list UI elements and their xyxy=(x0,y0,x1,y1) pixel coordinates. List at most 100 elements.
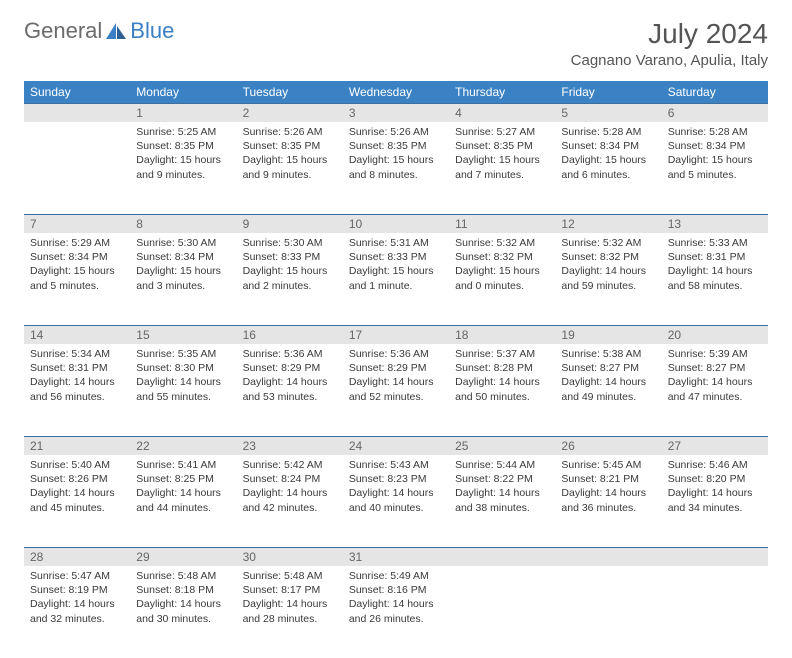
sunset-text: Sunset: 8:32 PM xyxy=(561,250,655,264)
sunset-text: Sunset: 8:18 PM xyxy=(136,583,230,597)
sunset-text: Sunset: 8:31 PM xyxy=(668,250,762,264)
day-number: 9 xyxy=(237,214,343,233)
daylight-text: Daylight: 15 hours and 5 minutes. xyxy=(30,264,124,292)
day-number: 22 xyxy=(130,436,236,455)
day-cell: Sunrise: 5:37 AMSunset: 8:28 PMDaylight:… xyxy=(449,344,555,410)
sunset-text: Sunset: 8:28 PM xyxy=(455,361,549,375)
sunset-text: Sunset: 8:34 PM xyxy=(668,139,762,153)
sunset-text: Sunset: 8:25 PM xyxy=(136,472,230,486)
daylight-text: Daylight: 14 hours and 38 minutes. xyxy=(455,486,549,514)
day-cell: Sunrise: 5:38 AMSunset: 8:27 PMDaylight:… xyxy=(555,344,661,410)
sunrise-text: Sunrise: 5:36 AM xyxy=(243,347,337,361)
day-number xyxy=(555,547,661,566)
day-number: 3 xyxy=(343,103,449,122)
sunrise-text: Sunrise: 5:36 AM xyxy=(349,347,443,361)
day-number: 25 xyxy=(449,436,555,455)
day-number: 6 xyxy=(662,103,768,122)
day-number: 21 xyxy=(24,436,130,455)
day-cell: Sunrise: 5:48 AMSunset: 8:17 PMDaylight:… xyxy=(237,566,343,632)
day-cell: Sunrise: 5:36 AMSunset: 8:29 PMDaylight:… xyxy=(343,344,449,410)
weekday-header: Thursday xyxy=(449,81,555,103)
day-cell: Sunrise: 5:33 AMSunset: 8:31 PMDaylight:… xyxy=(662,233,768,299)
day-number: 10 xyxy=(343,214,449,233)
weekday-header-row: Sunday Monday Tuesday Wednesday Thursday… xyxy=(24,81,768,103)
day-cell: Sunrise: 5:40 AMSunset: 8:26 PMDaylight:… xyxy=(24,455,130,521)
daylight-text: Daylight: 14 hours and 36 minutes. xyxy=(561,486,655,514)
day-cell: Sunrise: 5:26 AMSunset: 8:35 PMDaylight:… xyxy=(237,122,343,188)
day-number xyxy=(24,103,130,122)
day-number: 4 xyxy=(449,103,555,122)
sunrise-text: Sunrise: 5:28 AM xyxy=(561,125,655,139)
daylight-text: Daylight: 14 hours and 42 minutes. xyxy=(243,486,337,514)
sunset-text: Sunset: 8:22 PM xyxy=(455,472,549,486)
day-cell: Sunrise: 5:49 AMSunset: 8:16 PMDaylight:… xyxy=(343,566,449,632)
weekday-header: Wednesday xyxy=(343,81,449,103)
calendar-table: Sunday Monday Tuesday Wednesday Thursday… xyxy=(24,81,768,658)
daylight-text: Daylight: 14 hours and 56 minutes. xyxy=(30,375,124,403)
sunset-text: Sunset: 8:33 PM xyxy=(243,250,337,264)
day-number: 1 xyxy=(130,103,236,122)
logo-sail-icon xyxy=(105,22,127,40)
sunset-text: Sunset: 8:23 PM xyxy=(349,472,443,486)
daylight-text: Daylight: 15 hours and 1 minute. xyxy=(349,264,443,292)
week-row: Sunrise: 5:40 AMSunset: 8:26 PMDaylight:… xyxy=(24,455,768,547)
daylight-text: Daylight: 15 hours and 9 minutes. xyxy=(243,153,337,181)
title-block: July 2024 Cagnano Varano, Apulia, Italy xyxy=(571,18,768,69)
sunset-text: Sunset: 8:35 PM xyxy=(349,139,443,153)
day-cell: Sunrise: 5:35 AMSunset: 8:30 PMDaylight:… xyxy=(130,344,236,410)
day-cell: Sunrise: 5:36 AMSunset: 8:29 PMDaylight:… xyxy=(237,344,343,410)
sunset-text: Sunset: 8:34 PM xyxy=(136,250,230,264)
day-cell: Sunrise: 5:44 AMSunset: 8:22 PMDaylight:… xyxy=(449,455,555,521)
day-cell: Sunrise: 5:41 AMSunset: 8:25 PMDaylight:… xyxy=(130,455,236,521)
day-cell xyxy=(449,566,555,575)
month-title: July 2024 xyxy=(571,18,768,50)
daylight-text: Daylight: 15 hours and 3 minutes. xyxy=(136,264,230,292)
day-cell: Sunrise: 5:27 AMSunset: 8:35 PMDaylight:… xyxy=(449,122,555,188)
daylight-text: Daylight: 14 hours and 58 minutes. xyxy=(668,264,762,292)
day-cell: Sunrise: 5:34 AMSunset: 8:31 PMDaylight:… xyxy=(24,344,130,410)
sunset-text: Sunset: 8:29 PM xyxy=(349,361,443,375)
logo: General Blue xyxy=(24,18,174,44)
sunrise-text: Sunrise: 5:25 AM xyxy=(136,125,230,139)
sunrise-text: Sunrise: 5:31 AM xyxy=(349,236,443,250)
sunrise-text: Sunrise: 5:30 AM xyxy=(243,236,337,250)
sunrise-text: Sunrise: 5:49 AM xyxy=(349,569,443,583)
sunrise-text: Sunrise: 5:32 AM xyxy=(561,236,655,250)
daylight-text: Daylight: 14 hours and 47 minutes. xyxy=(668,375,762,403)
sunrise-text: Sunrise: 5:29 AM xyxy=(30,236,124,250)
day-cell: Sunrise: 5:30 AMSunset: 8:33 PMDaylight:… xyxy=(237,233,343,299)
day-number: 14 xyxy=(24,325,130,344)
day-cell: Sunrise: 5:47 AMSunset: 8:19 PMDaylight:… xyxy=(24,566,130,632)
sunrise-text: Sunrise: 5:26 AM xyxy=(243,125,337,139)
day-number: 20 xyxy=(662,325,768,344)
sunset-text: Sunset: 8:34 PM xyxy=(30,250,124,264)
day-number: 27 xyxy=(662,436,768,455)
sunset-text: Sunset: 8:29 PM xyxy=(243,361,337,375)
sunrise-text: Sunrise: 5:45 AM xyxy=(561,458,655,472)
daynum-row: 14151617181920 xyxy=(24,325,768,344)
sunset-text: Sunset: 8:21 PM xyxy=(561,472,655,486)
day-cell: Sunrise: 5:42 AMSunset: 8:24 PMDaylight:… xyxy=(237,455,343,521)
daylight-text: Daylight: 14 hours and 45 minutes. xyxy=(30,486,124,514)
day-number: 26 xyxy=(555,436,661,455)
day-number: 15 xyxy=(130,325,236,344)
day-number: 19 xyxy=(555,325,661,344)
sunset-text: Sunset: 8:30 PM xyxy=(136,361,230,375)
weekday-header: Friday xyxy=(555,81,661,103)
daylight-text: Daylight: 14 hours and 44 minutes. xyxy=(136,486,230,514)
day-cell: Sunrise: 5:48 AMSunset: 8:18 PMDaylight:… xyxy=(130,566,236,632)
daylight-text: Daylight: 15 hours and 9 minutes. xyxy=(136,153,230,181)
sunset-text: Sunset: 8:33 PM xyxy=(349,250,443,264)
daylight-text: Daylight: 15 hours and 5 minutes. xyxy=(668,153,762,181)
sunset-text: Sunset: 8:35 PM xyxy=(136,139,230,153)
daylight-text: Daylight: 15 hours and 0 minutes. xyxy=(455,264,549,292)
sunrise-text: Sunrise: 5:30 AM xyxy=(136,236,230,250)
day-number: 7 xyxy=(24,214,130,233)
sunset-text: Sunset: 8:27 PM xyxy=(668,361,762,375)
daynum-row: 21222324252627 xyxy=(24,436,768,455)
week-row: Sunrise: 5:47 AMSunset: 8:19 PMDaylight:… xyxy=(24,566,768,658)
day-number: 29 xyxy=(130,547,236,566)
day-number: 30 xyxy=(237,547,343,566)
day-number: 2 xyxy=(237,103,343,122)
sunrise-text: Sunrise: 5:28 AM xyxy=(668,125,762,139)
